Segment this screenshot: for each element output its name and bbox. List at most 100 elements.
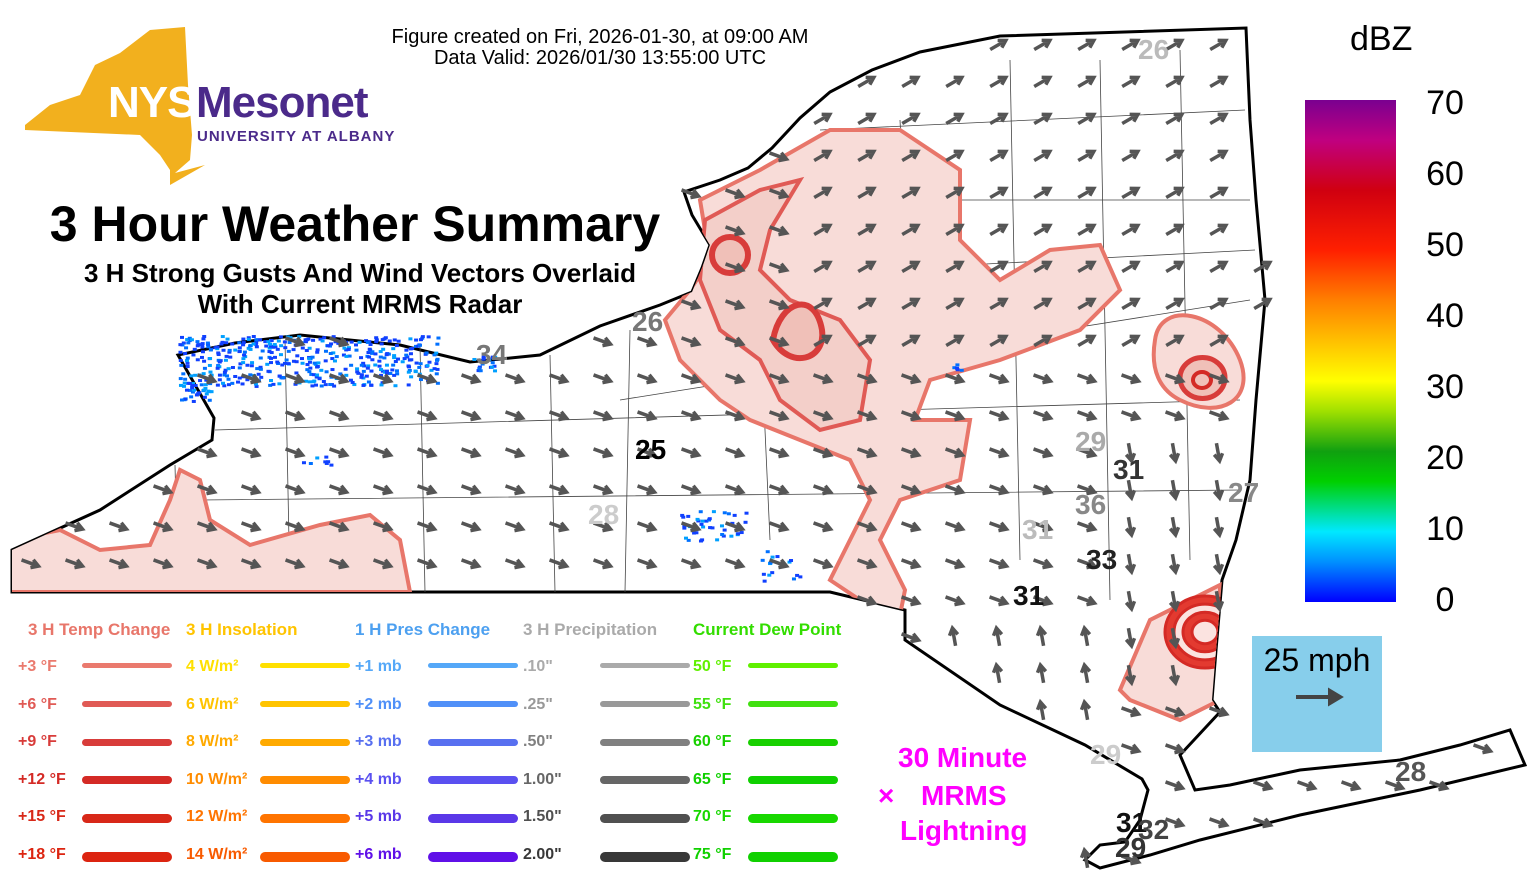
- wind-vector-arrow: [504, 484, 526, 496]
- wind-vector-arrow: [768, 225, 790, 237]
- radar-pixel: [269, 351, 274, 355]
- wind-vector-arrow: [1124, 479, 1137, 502]
- wind-vector-arrow: [989, 186, 1009, 200]
- radar-pixel: [698, 510, 703, 514]
- wind-vector-arrow: [812, 484, 834, 496]
- wind-vector-arrow: [768, 410, 790, 422]
- radar-pixel: [278, 335, 283, 339]
- wind-vector-arrow: [636, 336, 658, 348]
- radar-pixel: [694, 531, 699, 535]
- wind-vector-arrow: [857, 297, 877, 311]
- radar-pixel: [193, 384, 198, 388]
- wind-vector-arrow: [1076, 558, 1098, 570]
- wind-vector-arrow: [152, 558, 174, 570]
- legend-line-swatch: [82, 776, 172, 785]
- wind-vector-arrow: [812, 521, 834, 533]
- legend-line-swatch: [82, 814, 172, 824]
- radar-pixel: [237, 341, 242, 345]
- radar-pixel: [683, 536, 688, 540]
- radar-pixel: [692, 531, 697, 535]
- wind-vector-arrow: [1032, 410, 1054, 422]
- radar-pixel: [326, 460, 331, 464]
- radar-pixel: [364, 339, 369, 343]
- legend-label: +18 °F: [18, 845, 66, 863]
- wind-vector-arrow: [1208, 373, 1230, 385]
- radar-pixel: [330, 357, 335, 361]
- radar-pixel: [187, 339, 192, 343]
- wind-vector-arrow: [813, 260, 833, 274]
- wind-vector-arrow: [1209, 334, 1229, 348]
- radar-pixel: [417, 365, 422, 369]
- gust-label: 31: [1113, 454, 1145, 485]
- radar-pixel: [325, 344, 330, 348]
- legend-label: 6 W/m²: [186, 695, 239, 713]
- radar-pixel: [680, 513, 685, 517]
- wind-vector-arrow: [768, 558, 790, 570]
- radar-pixel: [308, 462, 313, 466]
- wind-vector-arrow: [1212, 442, 1225, 465]
- radar-pixel: [256, 372, 261, 376]
- radar-pixel: [317, 377, 322, 381]
- gust-label: 33: [1086, 544, 1118, 575]
- radar-pixel: [329, 463, 334, 467]
- radar-pixel: [409, 375, 414, 379]
- radar-pixel: [224, 341, 229, 345]
- radar-pixel: [775, 555, 780, 559]
- colorbar-tick: 70: [1426, 84, 1464, 122]
- wind-vector-arrow: [636, 447, 658, 459]
- radar-pixel: [236, 380, 241, 384]
- wind-vector-arrow: [592, 558, 614, 570]
- wind-vector-arrow: [1209, 186, 1229, 200]
- radar-pixel: [254, 345, 259, 349]
- radar-pixel: [253, 342, 258, 346]
- radar-pixel: [230, 381, 235, 385]
- radar-pixel: [331, 351, 336, 355]
- radar-pixel: [414, 344, 419, 348]
- wind-vector-arrow: [988, 447, 1010, 459]
- radar-pixel: [396, 339, 401, 343]
- wind-vector-arrow: [768, 299, 790, 311]
- wind-vector-arrow: [592, 447, 614, 459]
- radar-pixel: [324, 370, 329, 374]
- radar-pixel: [217, 365, 222, 369]
- radar-pixel: [245, 378, 250, 382]
- wind-vector-arrow: [1168, 442, 1181, 465]
- radar-pixel: [374, 340, 379, 344]
- radar-pixel: [190, 390, 195, 394]
- radar-pixel: [366, 364, 371, 368]
- radar-pixel: [722, 528, 727, 532]
- radar-pixel: [791, 577, 796, 581]
- radar-pixel: [194, 393, 199, 397]
- temp-contour: [1190, 618, 1220, 646]
- wind-vector-arrow: [1077, 75, 1097, 89]
- wind-vector-arrow: [372, 484, 394, 496]
- wind-vector-arrow: [416, 558, 438, 570]
- radar-pixel: [293, 382, 298, 386]
- radar-pixel: [191, 381, 196, 385]
- radar-pixel: [341, 353, 346, 357]
- arrow-right-icon: [1296, 687, 1344, 707]
- radar-pixel: [204, 378, 209, 382]
- legend-label: 60 °F: [693, 733, 732, 750]
- radar-pixel: [185, 365, 190, 369]
- gust-label: 26: [1138, 34, 1170, 65]
- radar-pixel: [349, 363, 354, 367]
- legend-label: .10": [523, 658, 553, 675]
- gust-label: 29: [1115, 832, 1147, 863]
- lightning-line1: 30 Minute: [898, 742, 1028, 773]
- radar-pixel: [382, 356, 387, 360]
- wind-vector-arrow: [813, 334, 833, 348]
- radar-pixel: [699, 522, 704, 526]
- radar-pixel: [356, 371, 361, 375]
- radar-pixel: [370, 350, 375, 354]
- radar-pixel: [331, 335, 336, 339]
- radar-pixel: [391, 347, 396, 351]
- radar-pixel: [704, 519, 709, 523]
- wind-vector-arrow: [1165, 75, 1185, 89]
- radar-pixel: [420, 335, 425, 339]
- wind-vector-arrow: [636, 484, 658, 496]
- radar-pixel: [286, 362, 291, 366]
- radar-pixel: [418, 378, 423, 382]
- wind-vector-arrow: [1033, 38, 1053, 52]
- wind-vector-arrow: [1120, 743, 1142, 755]
